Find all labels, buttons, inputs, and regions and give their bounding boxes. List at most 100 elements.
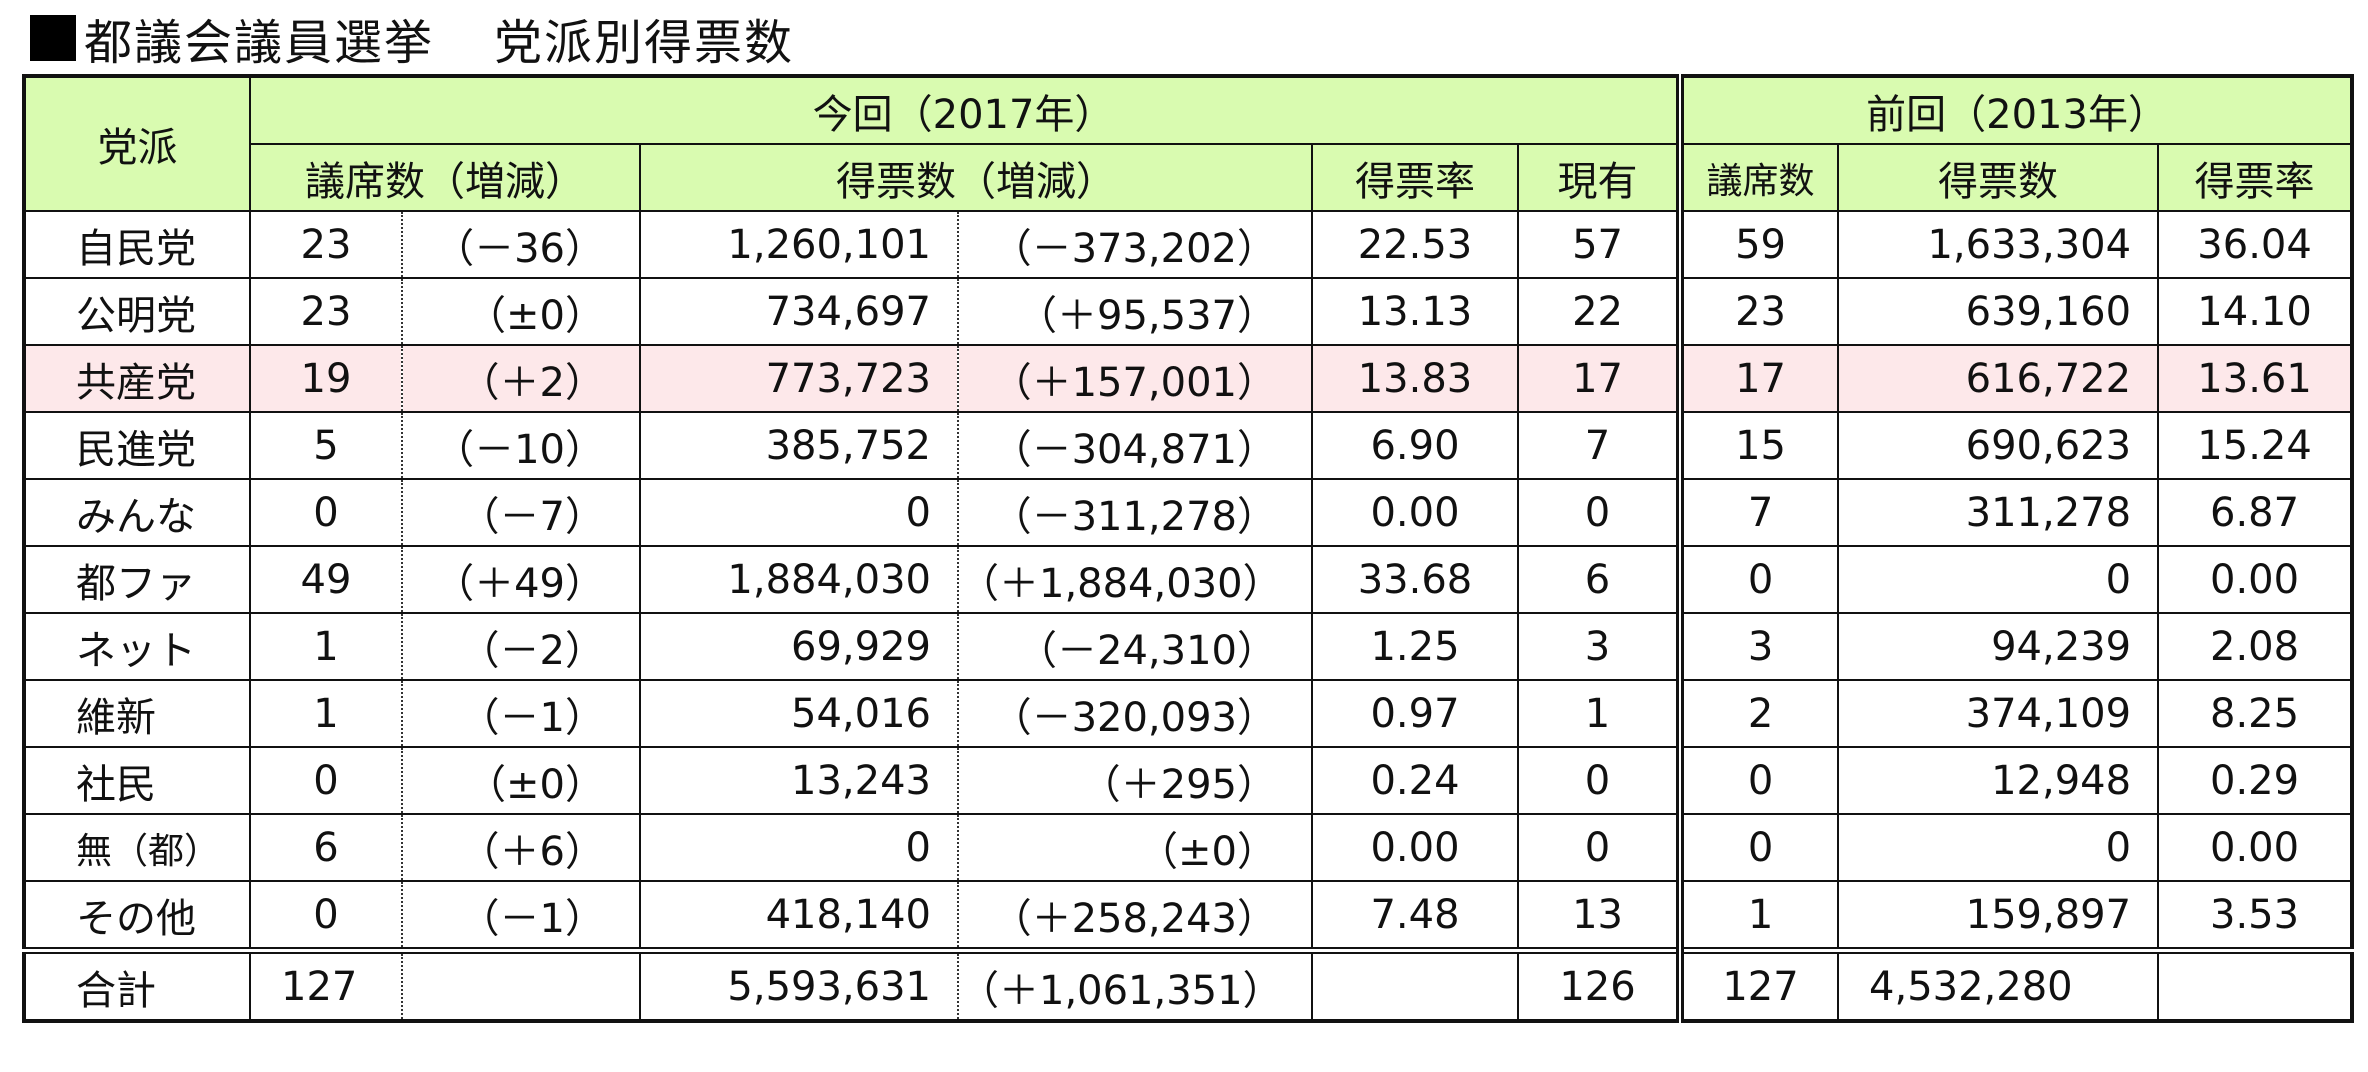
prev-rate-cell: 13.61 <box>2157 344 2354 413</box>
vote-rate-cell: 33.68 <box>1311 545 1519 614</box>
existing-seats-cell: 0 <box>1516 813 1682 882</box>
prev-votes-cell: 639,160 <box>1837 277 2160 346</box>
table-row: ネット 1 （－2） 69,929 （－24,310） 1.25 3 3 94,239 2.08 <box>23 612 2354 681</box>
seats-cell: 23 <box>249 277 403 346</box>
seats-change-cell: （＋49） <box>401 545 641 614</box>
party-name: 無（都） <box>23 813 251 882</box>
header-previous: 前回（2013年） <box>1676 75 2354 145</box>
black-square-icon <box>30 15 76 61</box>
votes-cell: 0 <box>639 478 959 547</box>
votes-change-cell: （±0） <box>957 813 1313 882</box>
party-name: 共産党 <box>23 344 251 413</box>
prev-seats-cell: 0 <box>1676 545 1840 614</box>
seats-change-cell: （－10） <box>401 411 641 480</box>
votes-change-cell: （－24,310） <box>957 612 1313 681</box>
votes-change-cell: （＋1,884,030） <box>957 545 1313 614</box>
votes-cell: 418,140 <box>639 880 959 952</box>
prev-rate-cell: 36.04 <box>2157 210 2354 279</box>
party-name: ネット <box>23 612 251 681</box>
prev-rate-cell: 6.87 <box>2157 478 2354 547</box>
vote-rate-cell: 1.25 <box>1311 612 1519 681</box>
seats-change-cell: （－7） <box>401 478 641 547</box>
votes-change-cell: （＋295） <box>957 746 1313 815</box>
existing-seats-cell: 17 <box>1516 344 1682 413</box>
seats-cell: 0 <box>249 746 403 815</box>
existing-seats-cell: 6 <box>1516 545 1682 614</box>
votes-cell: 1,884,030 <box>639 545 959 614</box>
prev-votes-cell: 1,633,304 <box>1837 210 2160 279</box>
seats-change-cell: （±0） <box>401 746 641 815</box>
page-title: 都議会議員選挙 党派別得票数 <box>30 6 794 71</box>
seats-change-cell: （－1） <box>401 880 641 952</box>
header-vote-rate: 得票率 <box>1311 143 1519 212</box>
party-name: 社民 <box>23 746 251 815</box>
votes-cell: 773,723 <box>639 344 959 413</box>
seats-cell: 0 <box>249 478 403 547</box>
votes-cell: 1,260,101 <box>639 210 959 279</box>
prev-votes-cell: 0 <box>1837 545 2160 614</box>
prev-votes-cell: 374,109 <box>1837 679 2160 748</box>
party-name: 維新 <box>23 679 251 748</box>
total-rate-empty <box>1311 947 1519 1022</box>
vote-rate-cell: 0.00 <box>1311 813 1519 882</box>
table-row: 社民 0 （±0） 13,243 （＋295） 0.24 0 0 12,948 0.29 <box>23 746 2354 815</box>
header-existing: 現有 <box>1516 143 1682 212</box>
total-votes-change: （＋1,061,351） <box>957 947 1313 1022</box>
votes-change-cell: （－320,093） <box>957 679 1313 748</box>
prev-rate-cell: 2.08 <box>2157 612 2354 681</box>
seats-cell: 23 <box>249 210 403 279</box>
party-name: 民進党 <box>23 411 251 480</box>
votes-change-cell: （－304,871） <box>957 411 1313 480</box>
existing-seats-cell: 3 <box>1516 612 1682 681</box>
table-row: 都ファ 49 （＋49） 1,884,030 （＋1,884,030） 33.68 6 0 0 0… <box>23 545 2354 614</box>
table-row: 無（都） 6 （＋6） 0 （±0） 0.00 0 0 0 0.00 <box>23 813 2354 882</box>
total-label: 合計 <box>23 947 251 1022</box>
seats-cell: 1 <box>249 679 403 748</box>
vote-rate-cell: 22.53 <box>1311 210 1519 279</box>
prev-rate-cell: 0.00 <box>2157 813 2354 882</box>
total-votes: 5,593,631 <box>639 947 959 1022</box>
table-row: 民進党 5 （－10） 385,752 （－304,871） 6.90 7 15 690,623… <box>23 411 2354 480</box>
prev-votes-cell: 0 <box>1837 813 2160 882</box>
table-row: みんな 0 （－7） 0 （－311,278） 0.00 0 7 311,278 6.87 <box>23 478 2354 547</box>
vote-rate-cell: 0.00 <box>1311 478 1519 547</box>
vote-rate-cell: 0.97 <box>1311 679 1519 748</box>
total-seats: 127 <box>249 947 403 1022</box>
prev-rate-cell: 15.24 <box>2157 411 2354 480</box>
prev-votes-cell: 159,897 <box>1837 880 2160 952</box>
prev-seats-cell: 0 <box>1676 746 1840 815</box>
vote-rate-cell: 13.83 <box>1311 344 1519 413</box>
existing-seats-cell: 22 <box>1516 277 1682 346</box>
seats-change-cell: （－36） <box>401 210 641 279</box>
prev-seats-cell: 2 <box>1676 679 1840 748</box>
party-name: みんな <box>23 478 251 547</box>
prev-seats-cell: 15 <box>1676 411 1840 480</box>
prev-seats-cell: 1 <box>1676 880 1840 952</box>
prev-votes-cell: 94,239 <box>1837 612 2160 681</box>
seats-change-cell: （－1） <box>401 679 641 748</box>
existing-seats-cell: 13 <box>1516 880 1682 952</box>
table-row: その他 0 （－1） 418,140 （＋258,243） 7.48 13 1 159,897 3… <box>23 880 2354 952</box>
prev-rate-cell: 0.29 <box>2157 746 2354 815</box>
votes-change-cell: （＋258,243） <box>957 880 1313 952</box>
prev-votes-cell: 616,722 <box>1837 344 2160 413</box>
total-prev-seats: 127 <box>1676 947 1840 1022</box>
seats-change-cell: （－2） <box>401 612 641 681</box>
prev-seats-cell: 17 <box>1676 344 1840 413</box>
votes-change-cell: （－311,278） <box>957 478 1313 547</box>
existing-seats-cell: 7 <box>1516 411 1682 480</box>
votes-cell: 69,929 <box>639 612 959 681</box>
vote-rate-cell: 6.90 <box>1311 411 1519 480</box>
seats-change-cell: （±0） <box>401 277 641 346</box>
prev-votes-cell: 690,623 <box>1837 411 2160 480</box>
seats-cell: 6 <box>249 813 403 882</box>
party-name: 自民党 <box>23 210 251 279</box>
header-votes-change: 得票数（増減） <box>639 143 1313 212</box>
existing-seats-cell: 0 <box>1516 478 1682 547</box>
prev-seats-cell: 59 <box>1676 210 1840 279</box>
table-row: 共産党 19 （＋2） 773,723 （＋157,001） 13.83 17 17 616,7… <box>23 344 2354 413</box>
table-row: 自民党 23 （－36） 1,260,101 （－373,202） 22.53 57 59 1,… <box>23 210 2354 279</box>
votes-change-cell: （＋95,537） <box>957 277 1313 346</box>
total-existing: 126 <box>1516 947 1682 1022</box>
votes-cell: 385,752 <box>639 411 959 480</box>
